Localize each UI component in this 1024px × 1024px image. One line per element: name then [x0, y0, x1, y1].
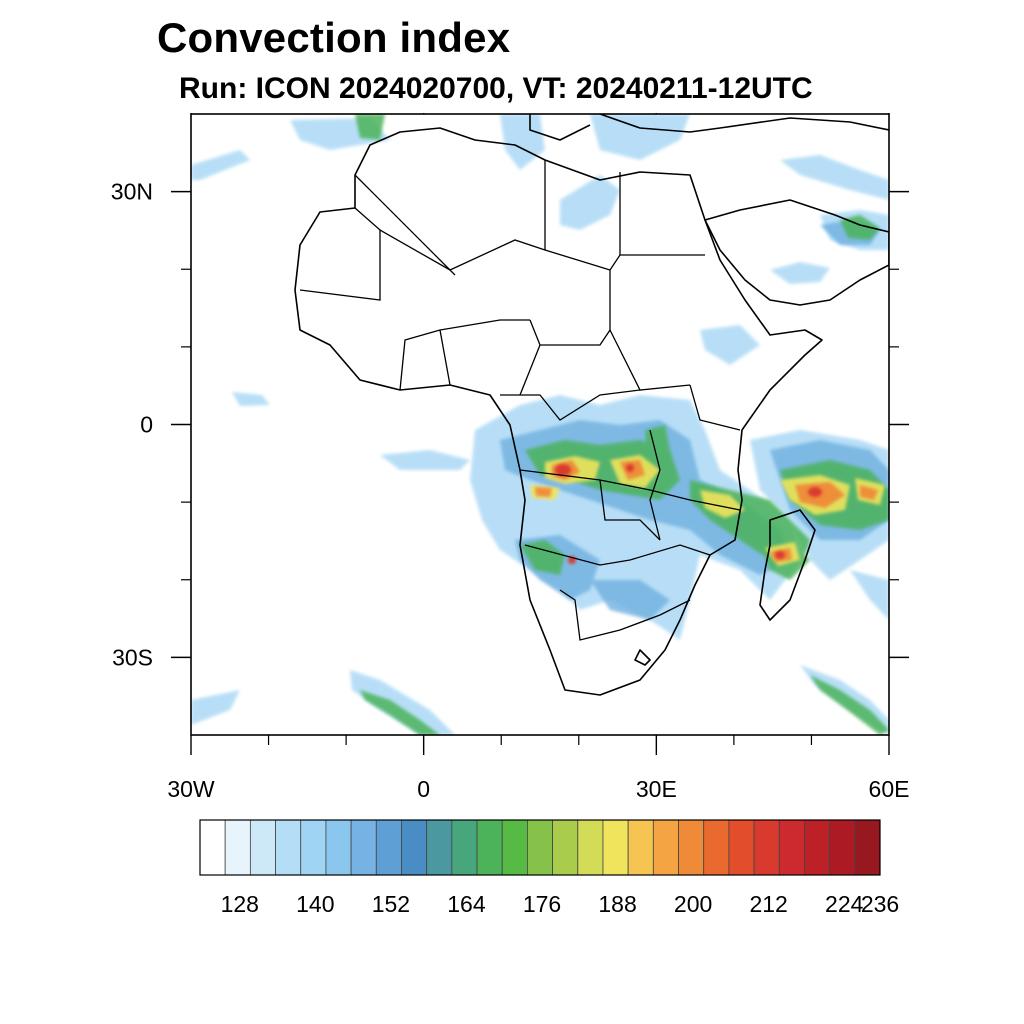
colorbar-box-14 — [552, 819, 579, 876]
colorbar-label-5: 188 — [598, 891, 636, 917]
colorbar-label-4: 176 — [523, 891, 561, 917]
colorbar-frame — [199, 819, 881, 876]
colorbar-box-13 — [527, 819, 553, 876]
colorbar-box-3 — [275, 819, 302, 876]
colorbar-box-26 — [854, 819, 881, 876]
colorbar-box-2 — [249, 819, 276, 876]
colorbar-box-8 — [401, 819, 428, 876]
colorbar-box-15 — [577, 819, 604, 876]
lat-label-1: 0 — [140, 412, 153, 438]
colorbar-label-6: 200 — [674, 891, 712, 917]
chart-subtitle: Run: ICON 2024020700, VT: 20240211-12UTC — [179, 72, 813, 105]
lat-label-2: 30S — [112, 644, 153, 670]
chart-title: Convection index — [157, 14, 511, 61]
colorbar-box-5 — [325, 819, 352, 876]
colorbar-box-6 — [350, 819, 377, 876]
colorbar-box-23 — [778, 819, 805, 876]
colorbar-label-1: 140 — [296, 891, 334, 917]
colorbar-label-3: 164 — [447, 891, 486, 917]
lon-label-2: 30E — [636, 776, 677, 802]
colorbar-box-4 — [300, 819, 327, 876]
colorbar-box-0 — [199, 819, 226, 876]
colorbar-box-12 — [501, 819, 528, 876]
lon-label-1: 0 — [417, 776, 430, 802]
colorbar-box-25 — [829, 819, 856, 876]
colorbar-box-7 — [375, 819, 402, 876]
colorbar-label-0: 128 — [221, 891, 259, 917]
country-borders — [299, 160, 741, 641]
colorbar-label-7: 212 — [749, 891, 787, 917]
coastlines — [294, 114, 889, 696]
colorbar-label-9: 236 — [861, 891, 899, 917]
colorbar-box-9 — [426, 819, 453, 876]
lon-label-0: 30W — [167, 776, 215, 802]
colorbar-box-16 — [602, 819, 629, 876]
colorbar-box-17 — [627, 819, 654, 876]
lon-label-3: 60E — [869, 776, 910, 802]
colorbar-label-8: 224 — [825, 891, 864, 917]
colorbar-label-2: 152 — [372, 891, 410, 917]
colorbar-box-1 — [224, 819, 251, 876]
axis-ticks: 30W 0 30E 60E 30N 0 30S — [111, 113, 910, 802]
colorbar-box-19 — [678, 819, 705, 876]
lat-label-0: 30N — [111, 179, 153, 205]
colorbar-box-10 — [451, 819, 478, 876]
convection-field — [191, 114, 889, 735]
colorbar-box-24 — [804, 819, 831, 876]
colorbar-box-21 — [728, 819, 755, 876]
colorbar-box-20 — [703, 819, 730, 876]
colorbar-box-11 — [476, 819, 503, 876]
colorbar-box-18 — [652, 819, 679, 876]
colorbar-box-22 — [753, 819, 780, 876]
